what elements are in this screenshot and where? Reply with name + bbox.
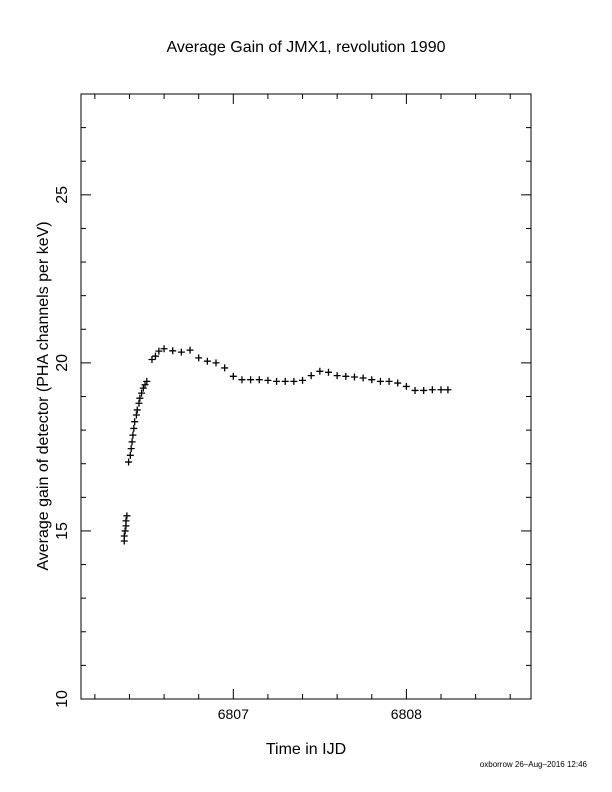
data-point xyxy=(132,411,140,419)
data-point xyxy=(151,352,159,360)
y-axis-label: Average gain of detector (PHA channels p… xyxy=(35,221,52,570)
data-point xyxy=(385,377,393,385)
data-point xyxy=(136,394,144,402)
data-point xyxy=(120,532,128,540)
data-point xyxy=(177,348,185,356)
data-point xyxy=(133,406,141,414)
data-point xyxy=(203,357,211,365)
data-point xyxy=(125,458,133,466)
y-tick-label: 25 xyxy=(54,186,71,204)
data-point xyxy=(247,376,255,384)
data-point xyxy=(444,386,452,394)
data-point xyxy=(376,377,384,385)
data-point xyxy=(128,438,136,446)
data-point xyxy=(368,376,376,384)
data-point xyxy=(290,377,298,385)
data-point xyxy=(129,431,137,439)
data-point xyxy=(131,418,139,426)
axis-tick-labels: 10 15 20 25 6807 6808 xyxy=(54,186,422,722)
plot-frame xyxy=(80,93,532,700)
data-point xyxy=(281,377,289,385)
y-tick-label: 10 xyxy=(54,690,71,708)
data-point xyxy=(212,359,220,367)
data-point xyxy=(316,367,324,375)
data-point xyxy=(127,445,135,453)
x-tick-label: 6807 xyxy=(218,706,249,722)
data-point xyxy=(130,424,138,432)
x-axis-label: Time in IJD xyxy=(266,741,346,758)
data-point xyxy=(126,451,134,459)
data-point xyxy=(333,372,341,380)
data-point xyxy=(350,373,358,381)
data-point xyxy=(169,347,177,355)
chart-title: Average Gain of JMX1, revolution 1990 xyxy=(167,39,446,56)
data-point xyxy=(411,386,419,394)
data-point xyxy=(139,384,147,392)
data-point xyxy=(299,376,307,384)
data-point xyxy=(273,377,281,385)
y-tick-label: 15 xyxy=(54,522,71,540)
data-point xyxy=(138,389,146,397)
data-point xyxy=(325,368,332,376)
data-point xyxy=(255,376,263,384)
data-points xyxy=(120,345,452,545)
data-point xyxy=(394,379,402,387)
data-point xyxy=(229,372,237,380)
data-point xyxy=(420,386,428,394)
data-point xyxy=(359,374,367,382)
data-point xyxy=(186,346,194,354)
data-point xyxy=(238,376,246,384)
data-point xyxy=(160,345,168,353)
data-point xyxy=(121,527,129,535)
data-point xyxy=(148,356,156,364)
data-point xyxy=(122,517,130,525)
y-tick-label: 20 xyxy=(54,354,71,372)
data-point xyxy=(437,386,445,394)
data-point xyxy=(402,382,410,390)
data-point xyxy=(307,372,315,380)
data-point xyxy=(155,347,163,355)
data-point xyxy=(264,376,272,384)
data-point xyxy=(195,354,203,362)
data-point xyxy=(221,364,229,372)
data-point xyxy=(135,399,143,407)
footer-credit: oxborrow 26–Aug–2016 12:46 xyxy=(480,760,588,769)
data-point xyxy=(143,377,151,385)
axis-ticks xyxy=(81,93,531,700)
data-point xyxy=(141,381,149,389)
data-point xyxy=(342,372,350,380)
data-point xyxy=(428,386,436,394)
x-tick-label: 6808 xyxy=(391,706,422,722)
data-point xyxy=(123,512,131,520)
